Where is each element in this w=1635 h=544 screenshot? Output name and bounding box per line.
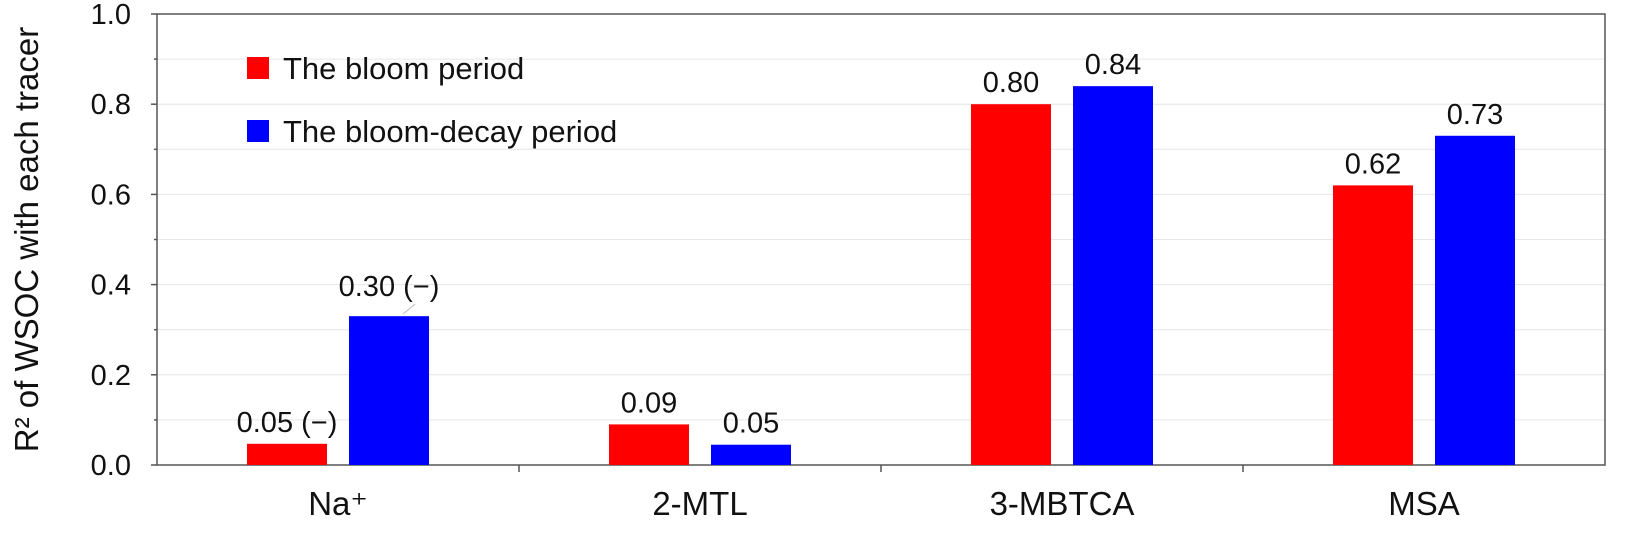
bar [1435, 135, 1515, 465]
legend: The bloom period The bloom-decay period [247, 51, 617, 149]
y-tick-label: 0.6 [91, 179, 131, 211]
bar [247, 443, 327, 465]
data-label: 0.62 [1345, 148, 1401, 180]
data-label: 0.73 [1447, 99, 1503, 131]
bar [1073, 86, 1153, 465]
data-label: 0.05 [723, 408, 779, 440]
legend-label: The bloom period [283, 51, 524, 86]
bars: 0.05 (−) 0.30 (−) 0.09 0.05 0.80 0.84 0.62 0.73 [237, 49, 1515, 465]
y-tick-label: 1.0 [91, 0, 131, 31]
y-tick-label: 0.0 [91, 450, 131, 482]
data-label: 0.30 (−) [339, 271, 440, 303]
x-category-label: 2-MTL [652, 485, 747, 522]
data-label: 0.84 [1085, 49, 1141, 81]
bar [971, 104, 1051, 465]
data-label: 0.80 [983, 67, 1039, 99]
data-label: 0.09 [621, 387, 677, 419]
x-category-label: 3-MBTCA [990, 485, 1135, 522]
y-axis-label: R² of WSOC with each tracer [8, 27, 45, 452]
label-leader-line [402, 303, 416, 315]
legend-swatch [247, 57, 269, 79]
bar [711, 444, 791, 465]
x-axis: Na⁺ 2-MTL 3-MBTCA MSA [308, 465, 1460, 522]
bar [1333, 185, 1413, 465]
y-tick-label: 0.2 [91, 360, 131, 392]
bar [609, 424, 689, 465]
y-axis: 0.0 0.2 0.4 0.6 0.8 1.0 [91, 0, 157, 482]
x-category-label: MSA [1388, 485, 1460, 522]
x-category-label: Na⁺ [308, 485, 368, 522]
bar [349, 316, 429, 465]
legend-swatch [247, 120, 269, 142]
legend-label: The bloom-decay period [283, 114, 617, 149]
y-tick-label: 0.8 [91, 89, 131, 121]
data-label: 0.05 (−) [237, 407, 338, 439]
y-tick-label: 0.4 [91, 270, 131, 302]
